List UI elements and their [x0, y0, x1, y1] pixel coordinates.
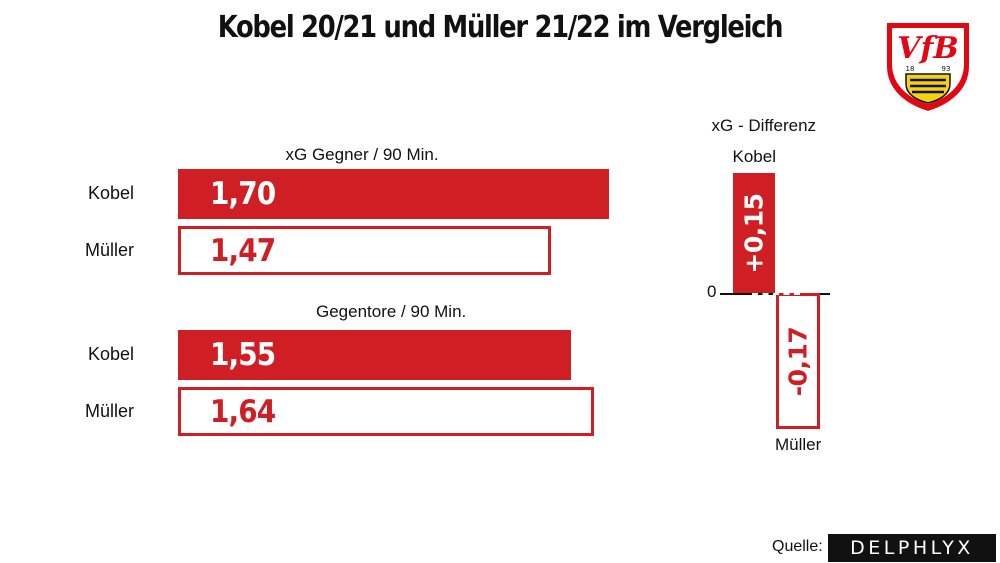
diff-data-label: +0,15	[739, 192, 769, 274]
zero-tick-label: 0	[707, 282, 717, 301]
source-label: Quelle:	[772, 538, 823, 555]
bar-mueller: 1,47	[178, 226, 551, 275]
diff-category-label: Kobel	[732, 147, 776, 166]
chart-1-title: xG Gegner / 90 Min.	[285, 145, 439, 164]
category-label: Müller	[85, 239, 135, 260]
source-brand-logo: DELPHLYX	[828, 534, 996, 562]
data-label: 1,55	[210, 337, 276, 373]
data-label: 1,47	[210, 232, 276, 269]
bar-kobel: 1,55	[178, 330, 571, 380]
diff-category-label: Müller	[775, 435, 822, 454]
data-label: 1,64	[210, 393, 276, 430]
chart-title: Kobel 20/21 und Müller 21/22 im Vergleic…	[217, 10, 784, 45]
category-label: Müller	[85, 400, 135, 421]
bar-mueller: 1,64	[178, 387, 594, 436]
diff-chart-title: xG - Differenz	[711, 116, 817, 135]
category-label: Kobel	[88, 344, 135, 364]
chart-2-title: Gegentore / 90 Min.	[316, 302, 467, 321]
data-label: 1,70	[210, 176, 276, 212]
logo-year-left: 18	[906, 65, 915, 73]
zero-dash	[752, 293, 800, 295]
diff-data-label: -0,17	[783, 326, 813, 396]
logo-text: VfB	[897, 31, 959, 66]
diff-bar-kobel	[733, 173, 775, 293]
bar-kobel: 1,70	[178, 169, 609, 219]
logo-year-right: 93	[942, 65, 951, 73]
vfb-logo-icon: VfB 18 93	[885, 21, 971, 114]
category-label: Kobel	[88, 183, 135, 203]
